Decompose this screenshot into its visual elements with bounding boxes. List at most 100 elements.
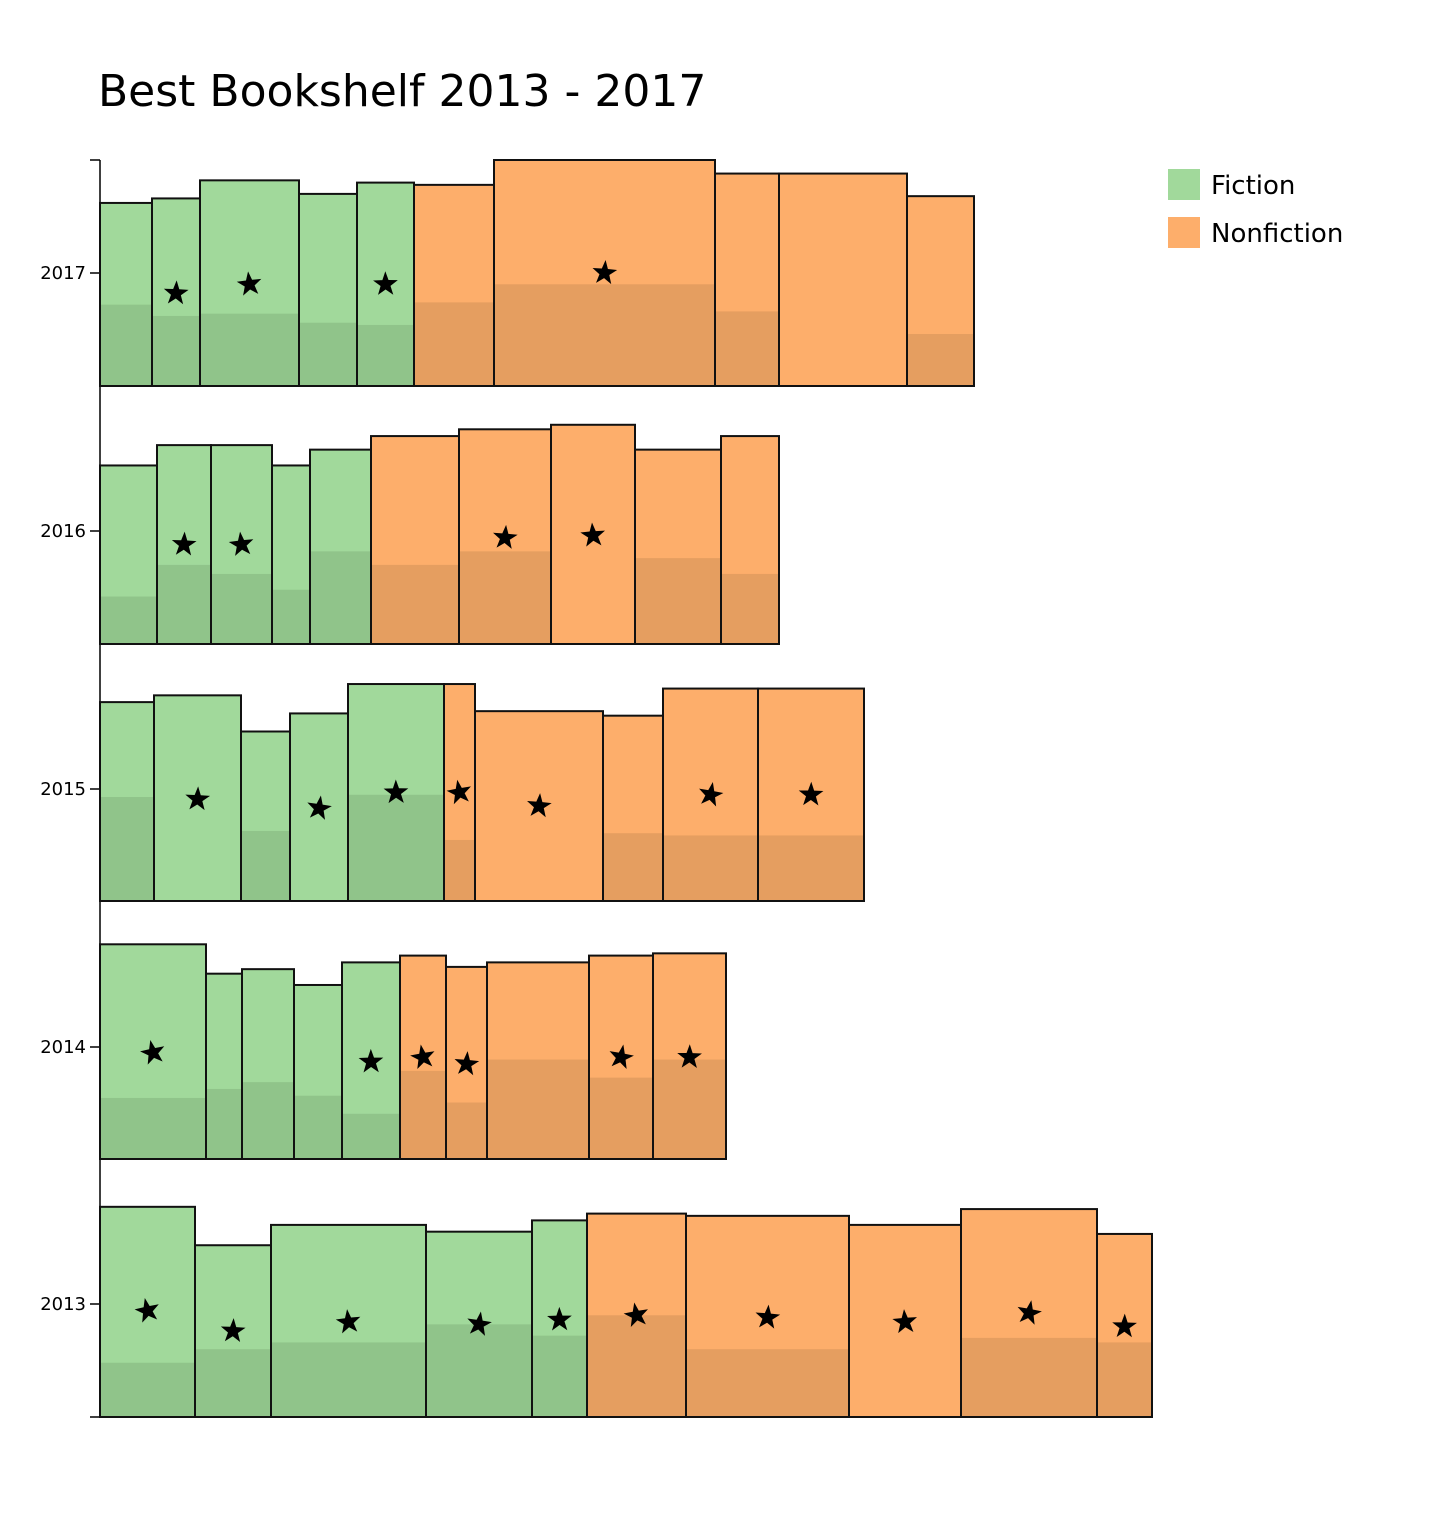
book [99, 701, 155, 902]
star-icon [140, 1040, 165, 1065]
book [153, 694, 242, 903]
star-icon [677, 1044, 702, 1068]
book-shade [371, 564, 459, 644]
book-shade [100, 596, 157, 644]
book [99, 1205, 196, 1418]
star-icon [373, 271, 398, 295]
shelf-2017 [99, 159, 975, 387]
book-shade [444, 839, 475, 901]
star-icon [623, 1302, 648, 1327]
star-icon [798, 781, 824, 806]
book [210, 444, 273, 645]
book [356, 181, 415, 387]
book [588, 954, 654, 1160]
star-icon [527, 793, 552, 818]
star-icon [1017, 1300, 1042, 1325]
star-icon [220, 1318, 246, 1342]
book [906, 195, 975, 387]
book-outline [757, 687, 865, 902]
book [309, 448, 372, 646]
shelf-2014 [99, 943, 727, 1161]
star-icon [410, 1044, 435, 1069]
book-shade [721, 573, 779, 644]
book-shade [961, 1337, 1097, 1417]
book-outline [720, 435, 780, 645]
star-icon [454, 1051, 480, 1076]
book [458, 428, 552, 645]
book [293, 983, 343, 1160]
shelves [99, 159, 1153, 1419]
legend-item-nonfiction: Nonfiction [1168, 217, 1343, 249]
book [652, 952, 727, 1161]
book [550, 423, 636, 645]
star-icon [467, 1311, 492, 1336]
book-shade [663, 835, 758, 901]
book [241, 968, 295, 1160]
book-shade [211, 573, 272, 644]
book [662, 687, 759, 902]
book-outline [906, 195, 975, 387]
book-shade [100, 797, 154, 901]
y-tick-label: 2014 [40, 1037, 86, 1058]
book [778, 172, 908, 387]
book-shade [348, 794, 444, 901]
book-shade [100, 1097, 206, 1159]
star-icon [185, 786, 211, 811]
book [151, 197, 201, 387]
chart-title: Best Bookshelf 2013 - 2017 [98, 66, 706, 117]
y-tick-label: 2016 [40, 521, 86, 542]
book [848, 1223, 962, 1419]
star-icon [383, 779, 409, 804]
star-icon [580, 522, 606, 547]
book-shade [446, 1102, 487, 1159]
book-shade [271, 1342, 426, 1417]
book [445, 965, 488, 1161]
y-tick-label: 2017 [40, 263, 86, 284]
book [205, 972, 243, 1160]
book [270, 1223, 427, 1419]
book [720, 435, 780, 645]
book [685, 1214, 850, 1418]
book [271, 464, 311, 645]
book-shade [272, 589, 310, 644]
shelf-2015 [99, 683, 865, 903]
shelf-2016 [99, 423, 780, 646]
y-axis: 2013 2014 2015 2016 2017 [40, 159, 101, 1418]
star-icon [134, 1298, 159, 1323]
book-shade [294, 1095, 342, 1159]
book-shade [414, 302, 494, 386]
book [443, 683, 476, 902]
star-icon [699, 781, 724, 807]
book-shade [242, 1082, 294, 1159]
star-icon [592, 260, 618, 285]
book [99, 943, 207, 1160]
book [399, 954, 447, 1160]
book [960, 1208, 1098, 1418]
star-icon [307, 795, 332, 820]
book-shade [157, 564, 211, 644]
book-shade [100, 304, 152, 386]
y-tick-label: 2013 [40, 1294, 86, 1315]
book [493, 159, 716, 387]
star-icon [446, 779, 471, 805]
star-icon [171, 531, 197, 556]
book-shade [635, 558, 721, 644]
star-icon [1112, 1313, 1137, 1338]
book [298, 192, 358, 387]
shelf-2013 [99, 1205, 1153, 1419]
book-shade [299, 322, 357, 386]
book-shade [357, 324, 414, 386]
book [347, 683, 445, 902]
book [1096, 1232, 1153, 1418]
legend-item-fiction: Fiction [1168, 169, 1295, 201]
legend-swatch [1168, 169, 1200, 200]
book-outline [1096, 1232, 1153, 1418]
book [199, 179, 300, 387]
book-outline [652, 952, 727, 1161]
book-shade [342, 1113, 400, 1159]
legend-swatch [1168, 217, 1200, 248]
book-shade [653, 1059, 726, 1159]
book-cover [779, 173, 907, 386]
book [474, 710, 604, 902]
book-shade [200, 313, 299, 386]
